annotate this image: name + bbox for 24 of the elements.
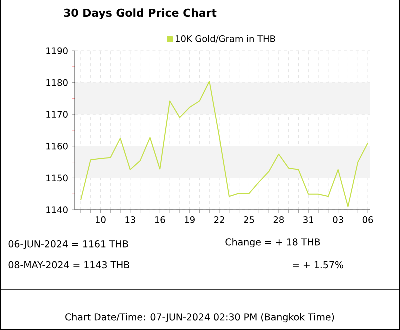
y-tick-label: 1150 <box>46 174 68 182</box>
chart-title: 30 Days Gold Price Chart <box>64 8 217 20</box>
x-tick-label: 31 <box>304 216 314 224</box>
y-tick-label: 1190 <box>46 48 68 54</box>
legend-label: 10K Gold/Gram in THB <box>176 35 276 43</box>
y-tick-label: 1160 <box>46 143 68 150</box>
x-tick-label: 10 <box>96 216 106 224</box>
x-tick-label: 16 <box>155 216 166 224</box>
text: 06-JUN-2024 = 1161 THB <box>8 240 128 250</box>
text: = + 1.57% <box>293 261 344 269</box>
y-tick-label: 1140 <box>46 206 68 214</box>
text: Change = + 18 THB <box>226 238 320 248</box>
y-tick-label: 1180 <box>46 79 68 86</box>
x-tick-label: 22 <box>214 216 224 224</box>
x-tick-label: 28 <box>274 216 284 224</box>
x-tick-label: 03 <box>333 216 344 224</box>
text: Chart Date/Time: 07-JUN-2024 02:30 PM (Bangkok Time) <box>66 313 334 323</box>
x-tick-label: 25 <box>244 216 254 224</box>
x-tick-label: 19 <box>185 216 195 224</box>
line-series <box>80 81 369 208</box>
text: 08-MAY-2024 = 1143 THB <box>8 261 130 269</box>
y-tick-label: 1170 <box>46 111 68 118</box>
x-tick-label: 13 <box>126 216 136 224</box>
x-tick-label: 06 <box>362 216 374 224</box>
